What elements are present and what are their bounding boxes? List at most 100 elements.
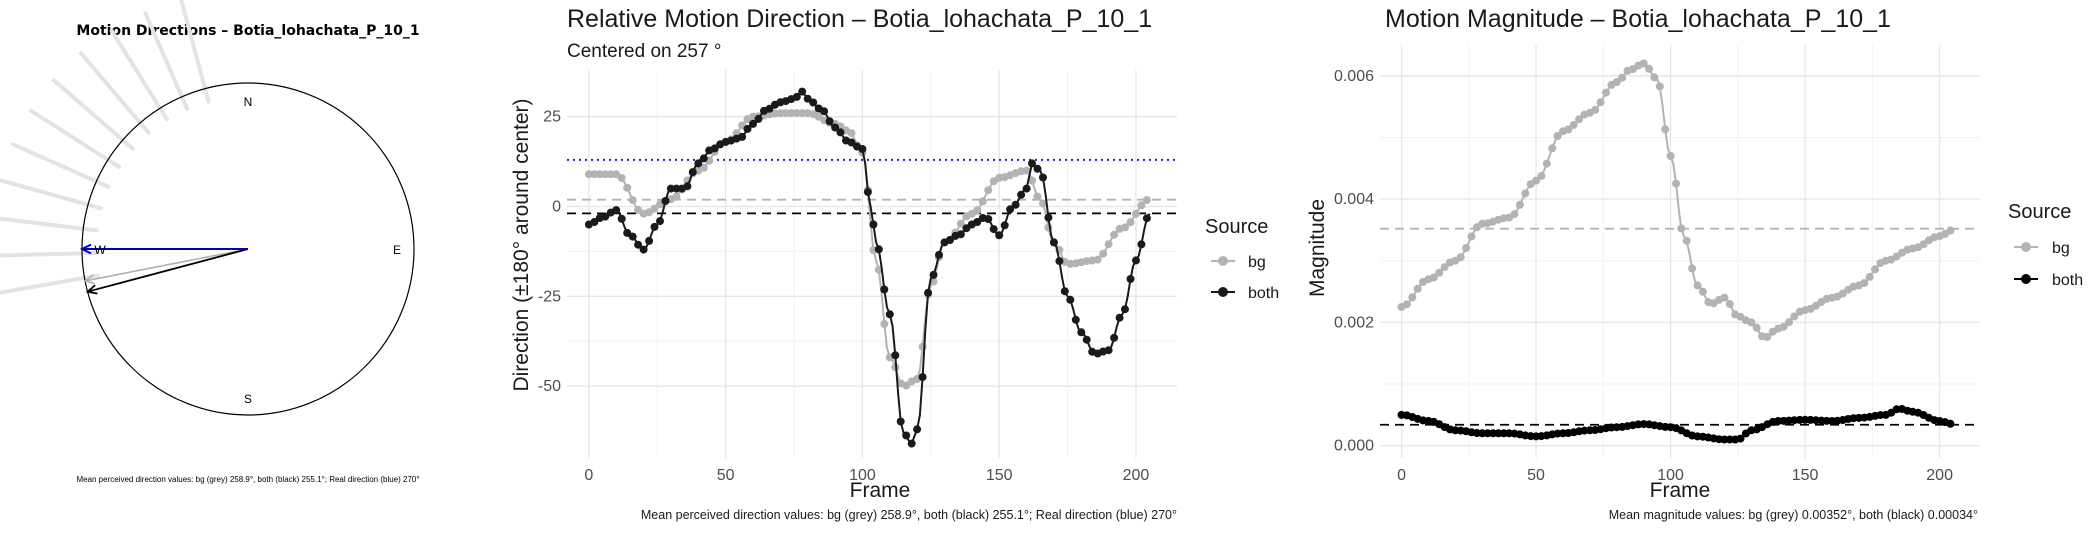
series-line-both	[588, 90, 1151, 446]
magnitude-x-axis-label: Frame	[1650, 479, 1711, 502]
data-point-bg	[1569, 120, 1578, 129]
compass-rays	[0, 0, 211, 295]
x-tick-label: 0	[1397, 467, 1406, 484]
compass-arrow-both	[87, 248, 249, 293]
direction-tick-labels: 0 50 100 150 200 -50 -25 0 25	[538, 109, 1150, 484]
data-point-both	[749, 119, 757, 128]
y-tick-label: 25	[543, 109, 561, 126]
data-point-bg	[1142, 196, 1151, 204]
compass-ray	[109, 28, 170, 122]
data-point-both	[858, 145, 867, 153]
data-point-bg	[1440, 263, 1449, 272]
data-point-bg	[1720, 293, 1729, 302]
compass-title: Motion Directions – Botia_lohachata_P_10…	[76, 23, 419, 39]
compass-arrow-real-head	[79, 243, 92, 255]
data-point-both	[688, 168, 697, 177]
y-tick-label: -50	[538, 378, 561, 395]
data-point-bg	[1099, 249, 1108, 258]
y-tick-label: 0.002	[1334, 314, 1374, 331]
direction-x-axis-label: Frame	[850, 479, 911, 502]
compass-ray	[0, 273, 100, 295]
data-point-both	[902, 431, 911, 440]
data-point-bg	[595, 170, 604, 179]
data-point-bg	[1677, 224, 1686, 233]
direction-series	[584, 87, 1151, 448]
data-point-bg	[1126, 218, 1135, 227]
data-point-bg	[902, 381, 911, 390]
data-point-bg	[1693, 281, 1702, 290]
compass-arrow-both-head	[85, 284, 98, 295]
compass-ray	[0, 178, 103, 211]
data-point-both	[1022, 184, 1031, 193]
direction-panel: Relative Motion Direction – Botia_lohach…	[510, 5, 1279, 522]
direction-legend-bg-label: bg	[1248, 254, 1266, 271]
data-point-bg	[1408, 293, 1417, 302]
data-point-both	[1011, 200, 1020, 209]
data-point-bg	[1672, 179, 1680, 188]
data-point-bg	[956, 219, 965, 228]
data-point-both	[1132, 256, 1140, 265]
data-point-both	[913, 425, 922, 434]
x-tick-label: 150	[1792, 467, 1819, 484]
compass-arrow-bg	[84, 248, 249, 282]
data-point-both	[1044, 213, 1053, 222]
data-point-bg	[1564, 125, 1573, 134]
data-point-bg	[978, 197, 987, 206]
data-point-both	[617, 214, 626, 223]
magnitude-legend-title: Source	[2008, 201, 2071, 223]
data-point-bg	[973, 206, 982, 215]
data-point-both	[809, 98, 818, 107]
data-point-both	[666, 184, 675, 193]
data-point-bg	[672, 192, 681, 201]
data-point-both	[1110, 333, 1119, 342]
x-tick-label: 0	[584, 467, 593, 484]
data-point-both	[1017, 190, 1026, 199]
data-point-both	[1071, 315, 1080, 324]
data-point-both	[710, 144, 719, 153]
y-tick-label: 0.006	[1334, 68, 1374, 85]
data-point-bg	[699, 163, 708, 172]
data-point-bg	[1542, 159, 1551, 168]
data-point-both	[1736, 434, 1745, 443]
data-point-both	[1039, 173, 1047, 182]
data-point-bg	[1028, 176, 1036, 185]
data-point-bg	[650, 204, 659, 213]
data-point-both	[661, 197, 670, 205]
compass-ray	[28, 108, 122, 169]
direction-subtitle: Centered on 257 °	[567, 41, 721, 62]
data-point-both	[672, 184, 681, 193]
direction-legend-title: Source	[1205, 216, 1268, 238]
y-tick-label: -25	[538, 288, 561, 305]
data-point-both	[1033, 164, 1042, 173]
data-point-bg	[1682, 236, 1691, 245]
series-line-bg	[588, 112, 1150, 388]
x-tick-label: 200	[1123, 467, 1150, 484]
data-point-bg	[1537, 171, 1546, 180]
data-point-bg	[1548, 144, 1557, 153]
data-point-bg	[1435, 268, 1444, 277]
data-point-both	[825, 117, 834, 126]
data-point-both	[1077, 328, 1086, 337]
data-point-bg	[617, 174, 626, 182]
data-point-bg	[1602, 88, 1610, 97]
data-point-both	[628, 232, 637, 241]
data-point-bg	[1661, 125, 1670, 134]
data-point-both	[1055, 257, 1064, 266]
data-point-both	[924, 288, 933, 297]
data-point-bg	[1033, 192, 1042, 201]
data-point-both	[765, 104, 774, 113]
data-point-both	[738, 132, 747, 141]
data-point-both	[650, 222, 659, 231]
data-point-both	[918, 373, 927, 382]
data-point-both	[880, 285, 889, 294]
data-point-bg	[1779, 322, 1788, 331]
magnitude-title: Motion Magnitude – Botia_lohachata_P_10_…	[1385, 5, 1891, 33]
data-point-bg	[1763, 332, 1772, 341]
data-point-bg	[1575, 115, 1584, 124]
data-point-both	[863, 188, 872, 197]
data-point-bg	[798, 109, 807, 118]
data-point-both	[645, 236, 654, 245]
data-point-bg	[787, 109, 796, 118]
magnitude-grid	[1380, 45, 1980, 458]
data-point-bg	[1132, 209, 1140, 218]
